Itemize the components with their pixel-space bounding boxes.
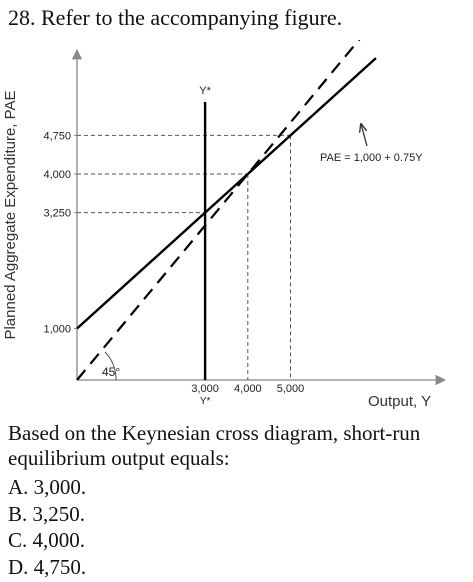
question-prompt: Based on the Keynesian cross diagram, sh… xyxy=(8,421,421,470)
y-tick-label-1: 3,250 xyxy=(43,208,71,220)
series-line-1 xyxy=(76,40,361,381)
x-tick-sublabel-0: Y* xyxy=(200,396,211,407)
answer-option-b[interactable]: B. 3,250. xyxy=(8,501,86,526)
y-star-line-label: Y* xyxy=(199,85,211,97)
answer-option-c[interactable]: C. 4,000. xyxy=(8,528,86,552)
answer-option-d[interactable]: D. 4,750. xyxy=(8,554,87,579)
x-axis-label: Output, Y xyxy=(368,393,431,410)
equation-arrow xyxy=(361,124,368,147)
x-tick-label-0: 3,000 xyxy=(191,383,219,395)
series-line-0 xyxy=(76,57,377,330)
y-tick-label-3: 4,750 xyxy=(43,130,71,142)
angle-arc xyxy=(104,351,117,381)
answer-option-a[interactable]: A. 3,000. xyxy=(8,475,87,499)
x-tick-label-2: 5,000 xyxy=(277,383,305,395)
question-title: 28. Refer to the accompanying figure. xyxy=(8,5,343,30)
y-tick-label-0: 1,000 xyxy=(43,324,71,336)
y-tick-label-2: 4,000 xyxy=(43,169,71,181)
equation-label: PAE = 1,000 + 0.75Y xyxy=(320,152,423,164)
x-tick-label-1: 4,000 xyxy=(234,383,262,395)
keynesian-cross-chart: Planned Aggregate Expenditure, PAE Output… xyxy=(2,40,447,410)
y-axis-label: Planned Aggregate Expenditure, PAE xyxy=(2,90,19,339)
angle-label: 45° xyxy=(102,365,120,379)
answer-options: A. 3,000. B. 3,250. C. 4,000. D. 4,750. xyxy=(8,474,86,580)
